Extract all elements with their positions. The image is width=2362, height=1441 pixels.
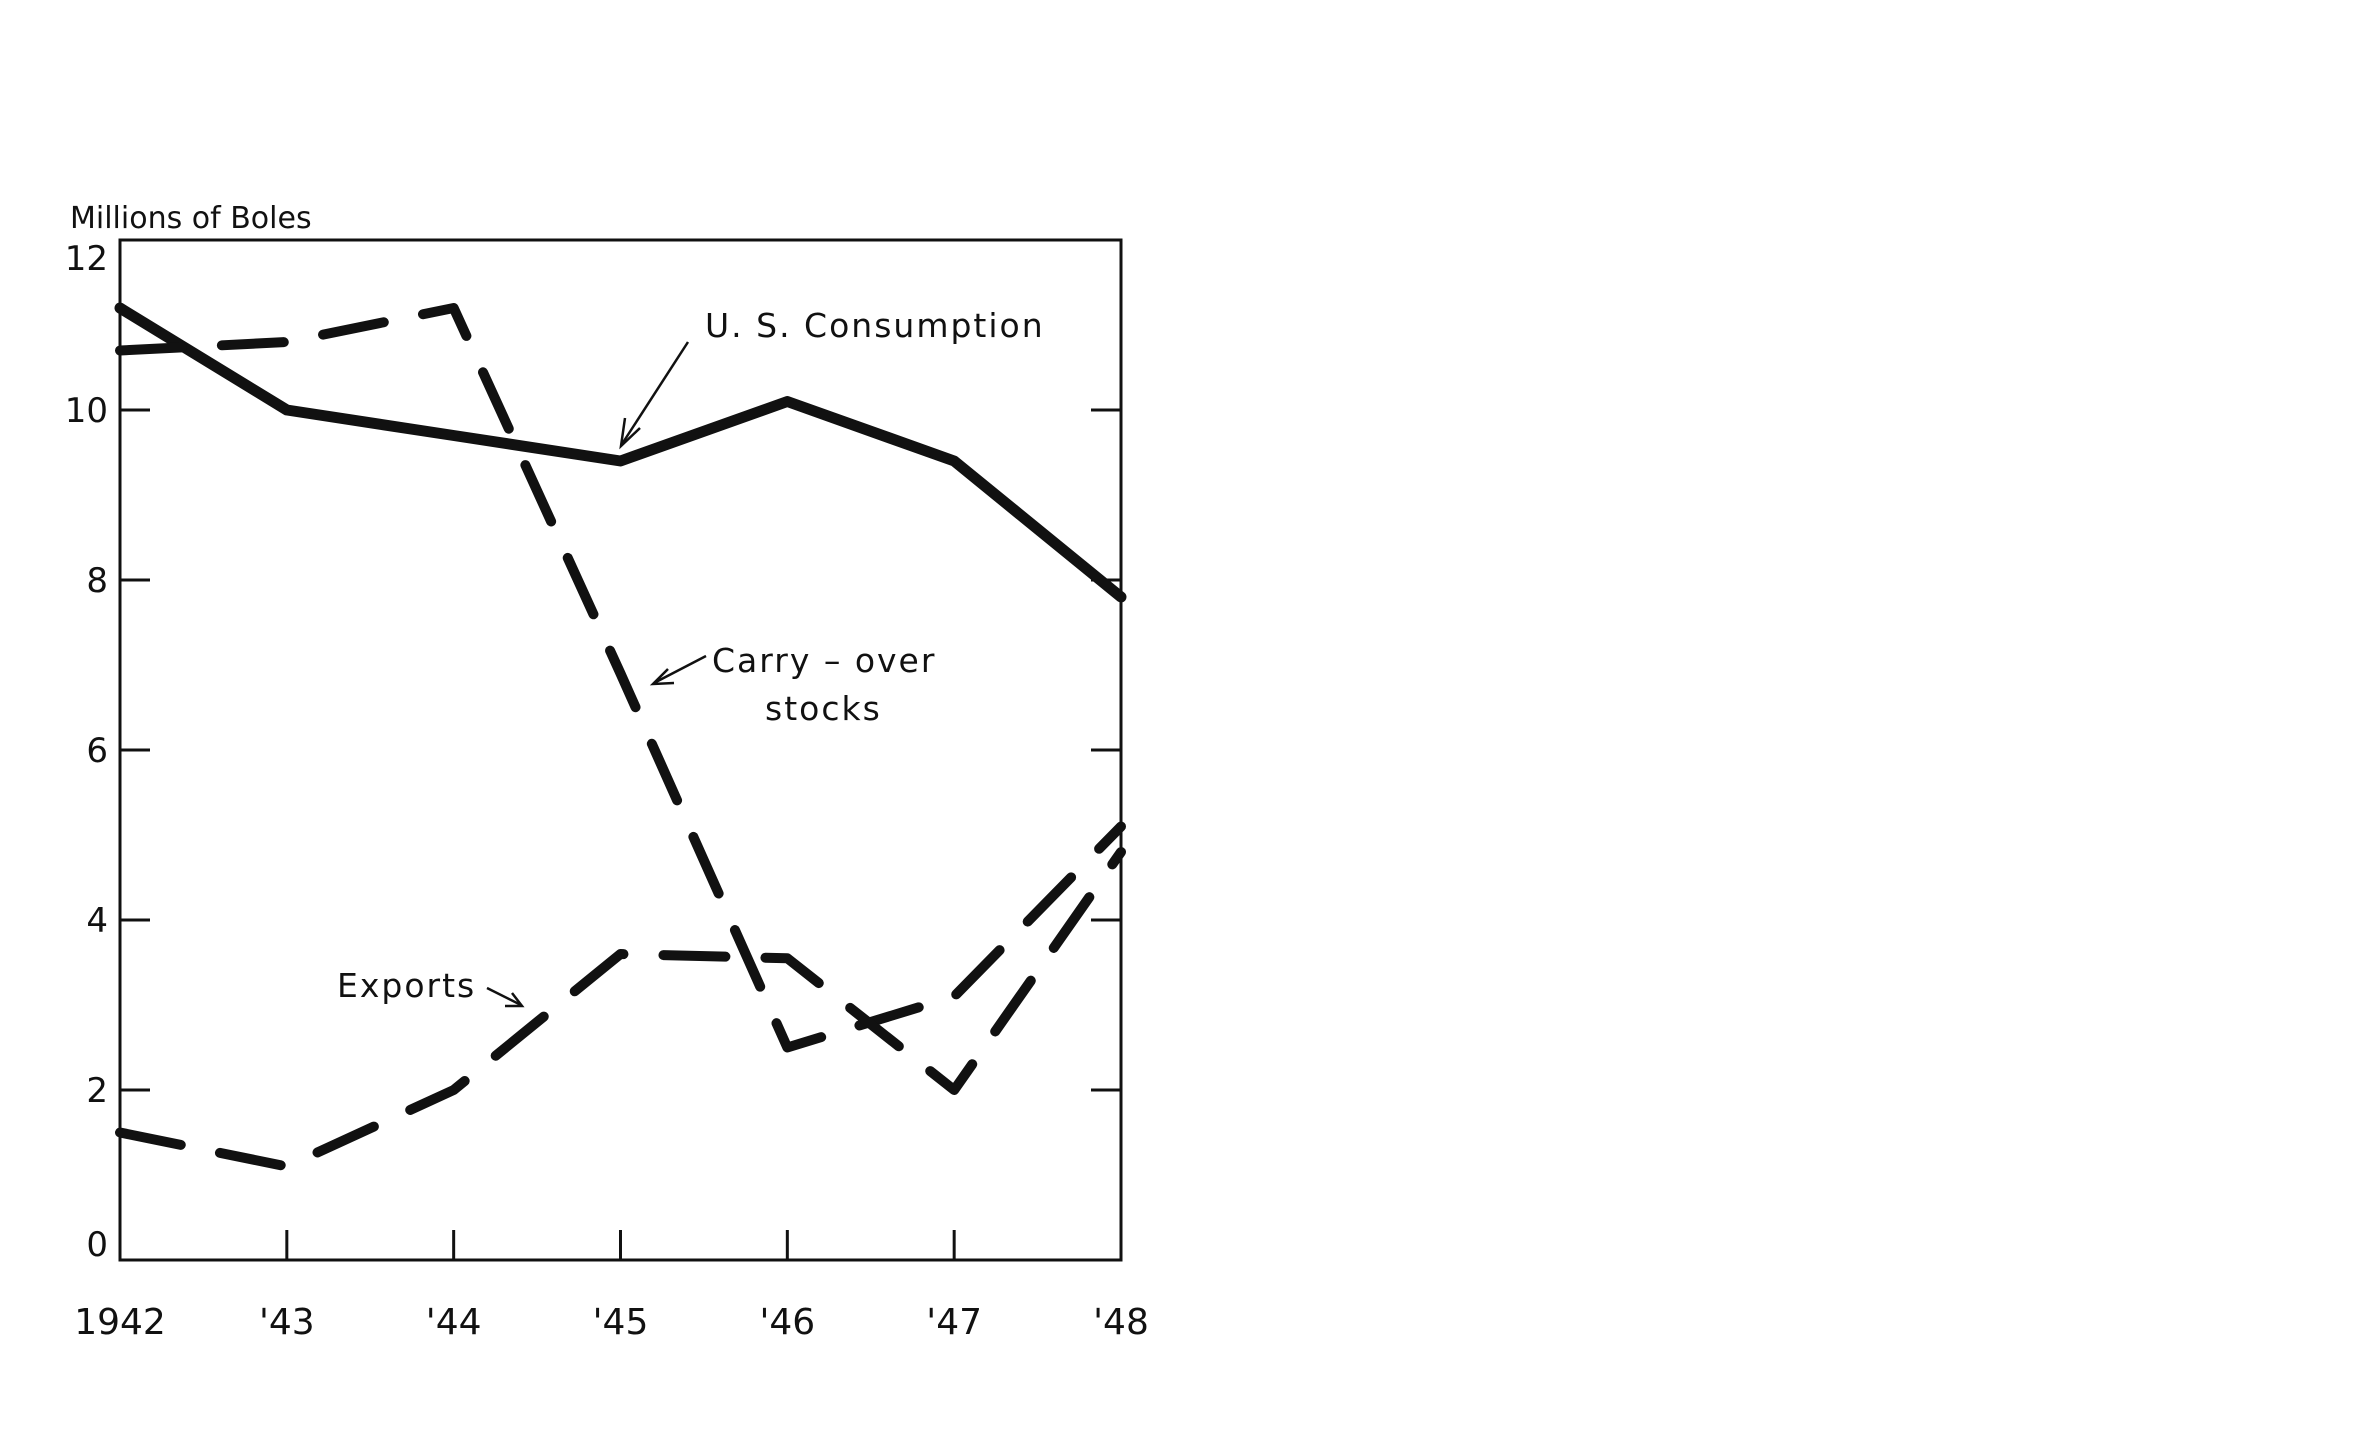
x-tick-label: '45 bbox=[593, 1302, 649, 1343]
label-carryover-line1: Carry – over bbox=[712, 641, 936, 680]
x-tick-label: '47 bbox=[926, 1302, 982, 1343]
y-tick-label: 2 bbox=[86, 1071, 108, 1111]
y-tick-label: 8 bbox=[86, 561, 108, 601]
plot-border bbox=[118, 238, 1123, 1262]
series-carryover-stocks bbox=[115, 303, 1126, 1053]
x-tick-label: '43 bbox=[259, 1302, 315, 1343]
y-tick-label: 12 bbox=[65, 239, 108, 279]
y-axis-label: Millions of Boles bbox=[70, 201, 312, 236]
arrowhead-consumption-icon bbox=[619, 417, 641, 450]
series-us-consumption bbox=[114, 302, 1127, 603]
x-tick-label: '46 bbox=[759, 1302, 815, 1343]
x-tick-label: '44 bbox=[426, 1302, 482, 1343]
annotation-carryover: Carry – over stocks bbox=[649, 641, 936, 728]
y-tick-label: 6 bbox=[86, 731, 108, 771]
x-tick-label: '48 bbox=[1093, 1302, 1149, 1343]
label-us-consumption: U. S. Consumption bbox=[705, 306, 1045, 345]
y-tick-label: 0 bbox=[86, 1225, 108, 1265]
arrow-carryover-icon bbox=[653, 654, 707, 685]
y-tick-label: 10 bbox=[65, 391, 108, 431]
y-axis-ticks: 0 2 4 6 8 10 12 bbox=[65, 239, 1121, 1265]
label-exports: Exports bbox=[337, 966, 476, 1005]
annotation-exports: Exports bbox=[337, 966, 525, 1008]
arrow-consumption-icon bbox=[620, 341, 690, 445]
arrowhead-exports-icon bbox=[505, 992, 525, 1008]
arrow-exports-icon bbox=[486, 986, 522, 1007]
y-tick-label: 4 bbox=[86, 901, 108, 941]
x-axis-ticks: 1942 '43 '44 '45 '46 '47 '48 bbox=[74, 1230, 1149, 1343]
annotation-consumption: U. S. Consumption bbox=[619, 306, 1045, 450]
series-exports bbox=[115, 847, 1126, 1172]
label-carryover-line2: stocks bbox=[765, 689, 882, 728]
arrowhead-carryover-icon bbox=[649, 668, 675, 686]
x-tick-label: 1942 bbox=[74, 1302, 166, 1343]
data-series bbox=[114, 302, 1127, 1172]
plot-frame bbox=[118, 238, 1123, 1262]
